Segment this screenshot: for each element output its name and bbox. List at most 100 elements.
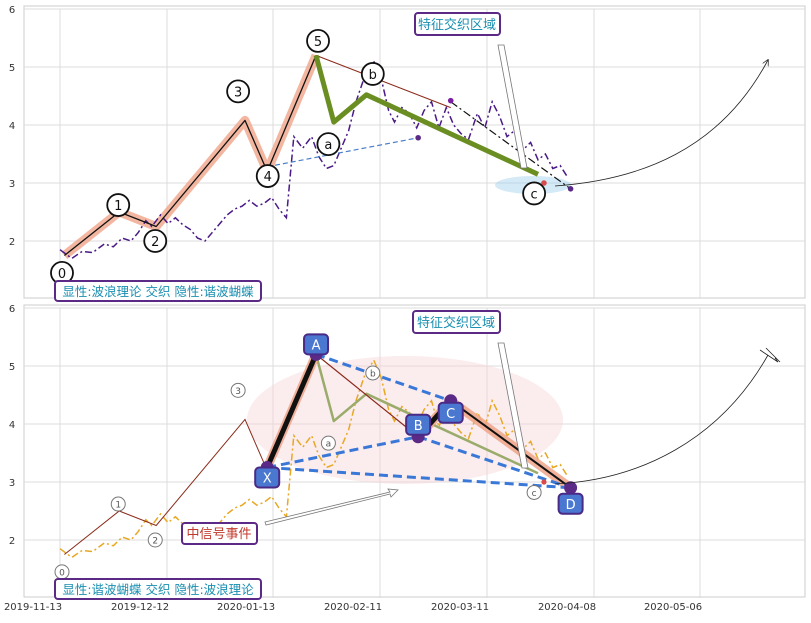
wave-label-text: 3 xyxy=(234,85,242,100)
point-label-text: A xyxy=(312,338,321,353)
wave-label-text: 2 xyxy=(151,235,159,250)
small-wave-label-0: 0 xyxy=(54,564,70,580)
small-wave-label-1: 1 xyxy=(110,496,126,512)
end-point xyxy=(567,186,574,192)
y-tick-label: 6 xyxy=(9,304,15,315)
point-label-A: A xyxy=(303,333,330,356)
small-wave-text: 0 xyxy=(59,568,65,578)
wave-label-5: 5 xyxy=(306,29,330,53)
y-tick-label: 6 xyxy=(9,5,15,16)
small-wave-text: a xyxy=(326,440,332,450)
end-point xyxy=(447,97,454,104)
wave-label-circle xyxy=(316,132,341,157)
point-label-text: C xyxy=(446,407,455,422)
wave-label-text: 5 xyxy=(314,35,322,50)
leg-AB xyxy=(315,353,419,438)
small-wave-text: 3 xyxy=(235,387,241,397)
small-wave-circle xyxy=(230,382,246,398)
wave-label-circle xyxy=(522,181,547,206)
wave-label-text: b xyxy=(369,68,377,83)
wave-label-text: c xyxy=(531,187,538,202)
small-wave-label-b: b xyxy=(365,365,381,381)
retrace-XD xyxy=(267,466,571,490)
point-label-box xyxy=(437,401,464,424)
bottom-zone-pointer xyxy=(497,342,529,469)
top-banner: 显性:波浪理论 交织 隐性:谐波蝴蝶 xyxy=(62,284,254,299)
point-label-D: D xyxy=(557,492,584,515)
x-tick-label: 2019-12-12 xyxy=(111,602,169,613)
bottom-zone-label-box: 特征交织区域 xyxy=(412,310,501,334)
signal-pointer xyxy=(264,488,399,526)
small-wave-label-a: a xyxy=(320,435,336,451)
y-tick-label: 4 xyxy=(9,420,15,431)
price-series xyxy=(59,59,569,260)
wave-label-text: 1 xyxy=(114,199,122,214)
wave-label-c: c xyxy=(522,181,547,206)
corrective-line xyxy=(313,54,540,177)
wave-label-3: 3 xyxy=(226,79,251,104)
bottom-zone-label: 特征交织区域 xyxy=(417,315,495,331)
bottom-projection-head xyxy=(759,347,781,363)
small-wave-text: 1 xyxy=(115,501,121,511)
small-wave-text: 2 xyxy=(152,537,158,547)
point-label-text: D xyxy=(566,498,576,513)
point-label-B: B xyxy=(405,413,432,436)
bottom-marks: X A B C D 0 1 2 3 a b c xyxy=(54,333,584,580)
y-tick-label: 5 xyxy=(9,63,15,74)
wave-label-text: 4 xyxy=(264,170,272,185)
small-wave-circle xyxy=(110,496,126,512)
wave-label-b: b xyxy=(360,62,385,86)
top-grid xyxy=(24,8,805,299)
leg-XA xyxy=(264,353,319,469)
point-label-box xyxy=(557,492,584,515)
retrace-BD xyxy=(417,435,572,490)
y-tick-label: 3 xyxy=(9,179,15,190)
wave-label-circle xyxy=(255,164,280,188)
wave-label-1: 1 xyxy=(106,193,131,217)
point-label-box xyxy=(405,413,432,436)
small-wave-label-c: c xyxy=(526,484,542,500)
small-wave-circle xyxy=(526,484,542,500)
wave-label-4: 4 xyxy=(255,164,280,188)
bottom-banner: 显性:谐波蝴蝶 交织 隐性:波浪理论 xyxy=(62,582,254,597)
small-wave-text: b xyxy=(370,369,376,379)
retrace-AC xyxy=(315,352,452,403)
wave-label-circle xyxy=(106,193,131,217)
bottom-banner-box: 显性:谐波蝴蝶 交织 隐性:波浪理论 xyxy=(54,578,262,600)
x-tick-label: 2020-03-11 xyxy=(431,602,489,613)
y-tick-label: 2 xyxy=(9,237,15,248)
end-point xyxy=(541,180,547,186)
top-banner-box: 显性:波浪理论 交织 隐性:谐波蝴蝶 xyxy=(54,280,262,302)
top-marks: 0 1 2 3 4 5 a b c xyxy=(50,29,574,285)
impulse-line xyxy=(63,55,317,257)
butterfly-dashdot-line xyxy=(450,101,571,190)
small-wave-circle xyxy=(147,532,163,548)
bottom-y-ticks: 2 3 4 5 6 xyxy=(9,304,15,547)
point-label-X: X xyxy=(254,466,281,489)
top-zone-label-box: 特征交织区域 xyxy=(414,12,501,36)
pivot-D xyxy=(564,481,578,495)
small-wave-label-2: 2 xyxy=(147,532,163,548)
x-tick-label: 2019-11-13 xyxy=(4,602,62,613)
signal-label: 中信号事件 xyxy=(186,527,251,542)
y-tick-label: 4 xyxy=(9,121,15,132)
x-tick-label: 2020-04-08 xyxy=(538,602,596,613)
bottom-projection-arrow xyxy=(554,354,769,485)
y-tick-label: 2 xyxy=(9,536,15,547)
wave-label-2: 2 xyxy=(143,229,168,253)
point-label-C: C xyxy=(437,401,464,424)
wave-label-text: 0 xyxy=(58,267,66,282)
bottom-panel-frame xyxy=(23,304,806,598)
point-label-text: X xyxy=(263,472,272,487)
point-label-box xyxy=(303,333,330,356)
top-zone-label: 特征交织区域 xyxy=(418,17,496,33)
top-zone-pointer xyxy=(497,44,528,169)
wave-label-circle xyxy=(360,62,385,86)
end-point xyxy=(415,134,421,141)
y-tick-label: 3 xyxy=(9,478,15,489)
corrective-line-bottom xyxy=(314,354,539,475)
signal-label-box: 中信号事件 xyxy=(181,522,258,545)
